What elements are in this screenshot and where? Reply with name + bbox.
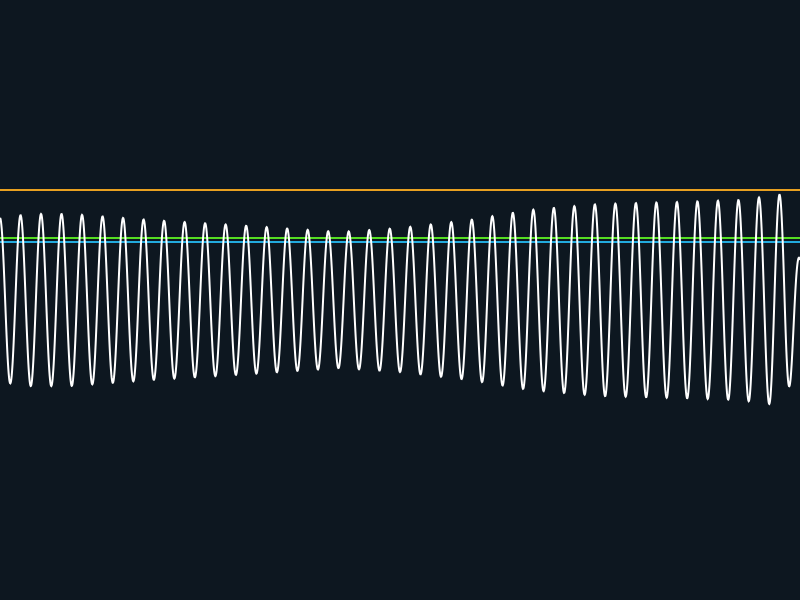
reference-lines xyxy=(0,189,800,243)
signal-series-line xyxy=(0,193,800,406)
